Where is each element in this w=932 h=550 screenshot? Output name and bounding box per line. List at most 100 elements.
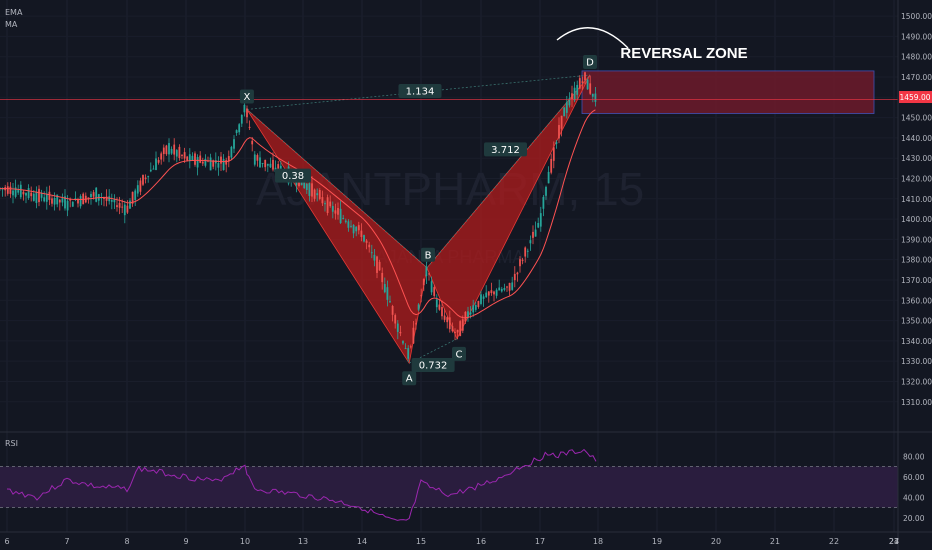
point-label-b-bg: [421, 247, 435, 262]
candle-body: [438, 304, 441, 310]
rsi-indicator-label[interactable]: RSI: [5, 439, 18, 448]
candle-body: [498, 287, 501, 291]
reversal-zone[interactable]: [581, 70, 875, 114]
point-label-d: D: [586, 57, 594, 68]
candle-body: [469, 312, 472, 315]
candle-body: [38, 188, 40, 203]
ratio-label-bd-bg: [484, 142, 527, 157]
candle-body: [240, 114, 243, 124]
candle-body: [191, 155, 194, 161]
time-tick-label: 15: [416, 537, 426, 546]
candle-body: [66, 200, 69, 211]
ratio-label-xb-bg: [274, 168, 311, 183]
candle-body: [594, 93, 597, 102]
candle-body: [194, 153, 196, 165]
rsi-tick-label: 40.00: [903, 493, 925, 502]
candle-body: [344, 220, 347, 223]
candle-body: [32, 193, 35, 201]
candle-body: [555, 142, 558, 144]
candle-body: [238, 124, 241, 133]
candle-body: [571, 93, 573, 100]
candle-body: [342, 217, 345, 219]
candle-body: [482, 296, 485, 299]
candle-body: [532, 231, 534, 238]
candle-body: [524, 247, 527, 257]
candle-body: [152, 168, 155, 170]
price-tick-label: 1350.00: [901, 317, 932, 326]
pattern-labels: X A B C D 0.38 0.732 3.712 1.134: [239, 54, 597, 386]
candle-body: [337, 208, 339, 215]
candle-body: [373, 254, 376, 261]
candle-body: [581, 81, 584, 84]
candle-body: [30, 192, 33, 197]
candle-body: [160, 153, 163, 160]
time-tick-label: 21: [770, 537, 780, 546]
candle-body: [474, 305, 477, 310]
candle-body: [591, 93, 594, 97]
candle-body: [69, 199, 72, 201]
candle-body: [404, 348, 407, 350]
price-tick-label: 1410.00: [901, 195, 932, 204]
candle-body: [12, 190, 14, 196]
candle-body: [329, 201, 332, 207]
candle-body: [456, 329, 459, 333]
candle-body: [220, 156, 222, 164]
candle-body: [261, 162, 264, 164]
candle-body: [511, 282, 514, 290]
ratio-label-xd-bg: [398, 84, 442, 98]
candle-body: [347, 221, 350, 228]
candle-body: [116, 205, 118, 208]
candlesticks: [0, 71, 597, 363]
candle-body: [386, 287, 389, 300]
candle-body: [230, 146, 233, 158]
candle-body: [407, 348, 410, 359]
price-tick-label: 1360.00: [901, 296, 932, 305]
candle-body: [142, 175, 144, 185]
price-tick-label: 1400.00: [901, 215, 932, 224]
point-label-a-bg: [402, 371, 417, 386]
candle-body: [35, 191, 38, 203]
candle-body: [506, 286, 508, 288]
candle-body: [513, 273, 516, 281]
candle-body: [402, 341, 404, 344]
ema-indicator-label[interactable]: EMA: [5, 8, 23, 17]
candle-body: [545, 186, 547, 196]
time-tick-label: 23: [889, 537, 899, 546]
candle-body: [71, 201, 74, 207]
candle-body: [14, 187, 17, 197]
candle-body: [305, 183, 308, 190]
candle-body: [56, 194, 59, 205]
candle-body: [77, 199, 79, 204]
candle-body: [542, 196, 545, 209]
candle-body: [105, 196, 108, 201]
candle-body: [526, 250, 529, 252]
candle-body: [259, 157, 261, 168]
candle-body: [326, 197, 329, 213]
time-tick-label: 9: [183, 537, 188, 546]
candle-body: [53, 198, 56, 205]
point-label-d-bg: [583, 54, 597, 69]
point-label-c: C: [456, 349, 463, 360]
rsi-tick-label: 80.00: [903, 452, 925, 461]
reversal-zone-label: REVERSAL ZONE: [620, 45, 747, 62]
candle-body: [391, 305, 394, 315]
candle-body: [155, 158, 157, 170]
candle-body: [118, 202, 121, 208]
candle-body: [123, 204, 126, 216]
price-tick-label: 1480.00: [901, 53, 932, 62]
candle-body: [565, 102, 568, 113]
candle-body: [487, 291, 490, 296]
candle-body: [451, 326, 454, 332]
candle-body: [552, 147, 555, 161]
candle-body: [204, 158, 207, 166]
candle-body: [188, 154, 191, 161]
ma-indicator-label[interactable]: MA: [5, 20, 18, 29]
candle-body: [331, 206, 334, 212]
candle-body: [495, 289, 498, 296]
candle-body: [446, 317, 449, 323]
time-tick-label: 14: [357, 537, 367, 546]
candle-body: [149, 169, 152, 172]
candle-body: [368, 244, 371, 248]
